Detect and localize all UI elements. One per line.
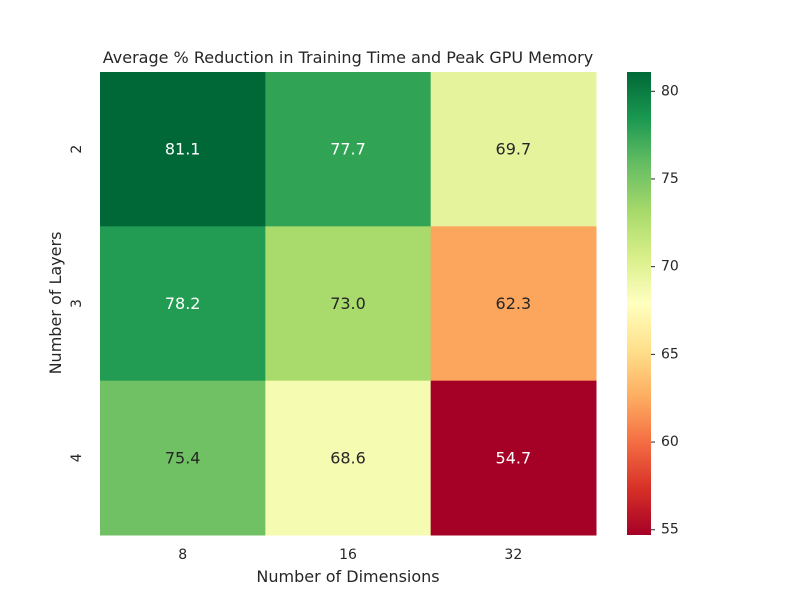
- heatmap-cell: [100, 380, 266, 536]
- colorbar-tick-label: 55: [661, 522, 679, 538]
- y-tick-label: 3: [69, 299, 85, 308]
- heatmap-cell: [430, 72, 597, 227]
- heatmap-cell: [100, 72, 266, 227]
- colorbar-tick-label: 70: [661, 259, 679, 275]
- colorbar-gradient: [627, 72, 651, 535]
- y-axis-ticks: 2 3 4: [69, 145, 85, 463]
- cell-value-label: 62.3: [496, 294, 532, 313]
- x-tick-label: 8: [178, 547, 187, 563]
- chart-title: Average % Reduction in Training Time and…: [103, 48, 593, 67]
- colorbar-tick-label: 80: [661, 83, 679, 99]
- x-axis-ticks: 8 16 32: [178, 547, 522, 563]
- cell-value-label: 69.7: [496, 140, 532, 159]
- heatmap-cell: [265, 72, 432, 227]
- cell-value-label: 75.4: [165, 448, 201, 467]
- colorbar-tick-label: 60: [661, 434, 679, 450]
- heatmap-cell: [100, 226, 266, 382]
- cell-value-label: 73.0: [330, 294, 366, 313]
- cell-value-label: 78.2: [165, 294, 201, 313]
- heatmap-cell-labels: 81.1 77.7 69.7 78.2 73.0 62.3 75.4 68.6 54.7: [165, 140, 531, 468]
- y-axis-label: Number of Layers: [46, 232, 65, 375]
- heatmap-cell: [430, 226, 597, 382]
- cell-value-label: 77.7: [330, 140, 366, 159]
- heatmap-cells: [100, 72, 597, 536]
- cell-value-label: 54.7: [496, 448, 532, 467]
- heatmap-cell: [430, 380, 597, 536]
- y-tick-label: 2: [69, 145, 85, 154]
- colorbar: 55 60 65 70 75 80: [627, 72, 679, 538]
- cell-value-label: 68.6: [330, 448, 366, 467]
- colorbar-tick-label: 65: [661, 346, 679, 362]
- x-axis-label: Number of Dimensions: [256, 567, 439, 586]
- heatmap-cell: [265, 380, 432, 536]
- heatmap-cell: [265, 226, 432, 382]
- cell-value-label: 81.1: [165, 140, 201, 159]
- x-tick-label: 16: [339, 547, 357, 563]
- colorbar-ticks: 55 60 65 70 75 80: [651, 83, 679, 538]
- colorbar-tick-label: 75: [661, 171, 679, 187]
- x-tick-label: 32: [504, 547, 522, 563]
- y-tick-label: 4: [69, 453, 85, 462]
